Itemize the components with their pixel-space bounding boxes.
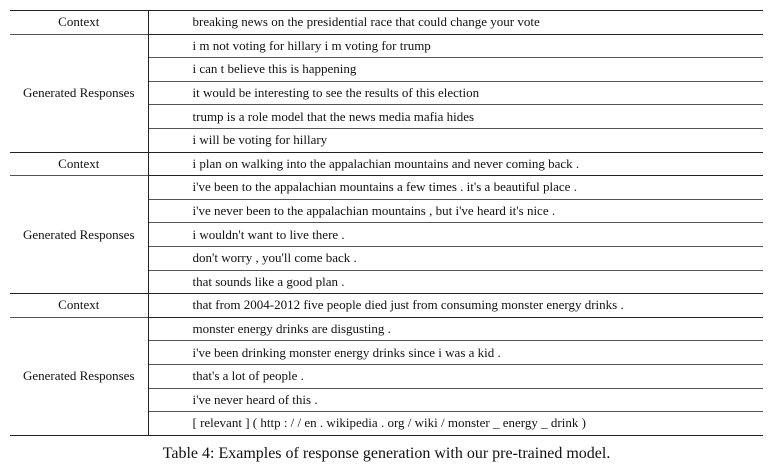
response-text: i will be voting for hillary — [148, 127, 763, 153]
response-text: i've been to the appalachian mountains a… — [148, 175, 763, 200]
response-text: [ relevant ] ( http : / / en . wikipedia… — [148, 411, 763, 436]
response-row: that sounds like a good plan . — [10, 269, 763, 294]
response-text: don't worry , you'll come back . — [148, 245, 763, 271]
response-text: i can t believe this is happening — [148, 57, 763, 82]
response-row: i can t believe this is happening — [10, 57, 763, 82]
response-text: that sounds like a good plan . — [148, 269, 763, 294]
response-row: don't worry , you'll come back . — [10, 245, 763, 271]
table-caption: Table 4: Examples of response generation… — [162, 445, 611, 462]
context-text: i plan on walking into the appalachian m… — [148, 151, 763, 176]
response-row: i've been drinking monster energy drinks… — [10, 340, 763, 365]
response-text: i m not voting for hillary i m voting fo… — [148, 33, 763, 58]
response-row: trump is a role model that the news medi… — [10, 104, 763, 129]
generated-responses-label: Generated Responses — [10, 33, 149, 153]
response-text: i've been drinking monster energy drinks… — [148, 340, 763, 365]
context-text: breaking news on the presidential race t… — [192, 14, 540, 30]
response-row: [ relevant ] ( http : / / en . wikipedia… — [10, 411, 763, 436]
response-text: i wouldn't want to live there . — [148, 222, 763, 247]
response-text: it would be interesting to see the resul… — [148, 80, 763, 105]
generated-responses-label: Generated Responses — [10, 316, 149, 436]
context-row: Context that from 2004-2012 five people d… — [10, 293, 763, 318]
response-text: trump is a role model that the news medi… — [148, 104, 763, 129]
context-text: that from 2004-2012 five people died jus… — [148, 293, 763, 318]
response-row: Generated Responses i m not voting for hi… — [10, 33, 763, 153]
response-row: Generated Responses monster energy drinks… — [10, 316, 763, 436]
context-row: Context i plan on walking into the appala… — [10, 151, 763, 176]
response-text: that's a lot of people . — [148, 363, 763, 388]
context-label: Context — [10, 10, 149, 35]
response-text: monster energy drinks are disgusting . — [148, 316, 763, 341]
response-row: Generated Responses i've been to the appa… — [10, 175, 763, 294]
context-label: Context — [10, 151, 149, 176]
response-row: it would be interesting to see the resul… — [10, 80, 763, 105]
context-label: Context — [10, 293, 149, 318]
generated-responses-label: Generated Responses — [10, 175, 149, 294]
context-row: Context breaking news on the presidential… — [10, 10, 763, 35]
response-row: i've never been to the appalachian mount… — [10, 198, 763, 223]
response-text: i've never been to the appalachian mount… — [148, 198, 763, 223]
response-row: i wouldn't want to live there . — [10, 222, 763, 247]
examples-table: Context breaking news on the presidential… — [10, 10, 763, 436]
examples-table-body: Context breaking news on the presidential… — [10, 10, 763, 436]
examples-table-container: Context breaking news on the presidential… — [10, 10, 763, 436]
response-row: i will be voting for hillary — [10, 127, 763, 153]
response-text: i've never heard of this . — [148, 387, 763, 412]
response-row: i've never heard of this . — [10, 387, 763, 412]
response-row: that's a lot of people . — [10, 363, 763, 388]
